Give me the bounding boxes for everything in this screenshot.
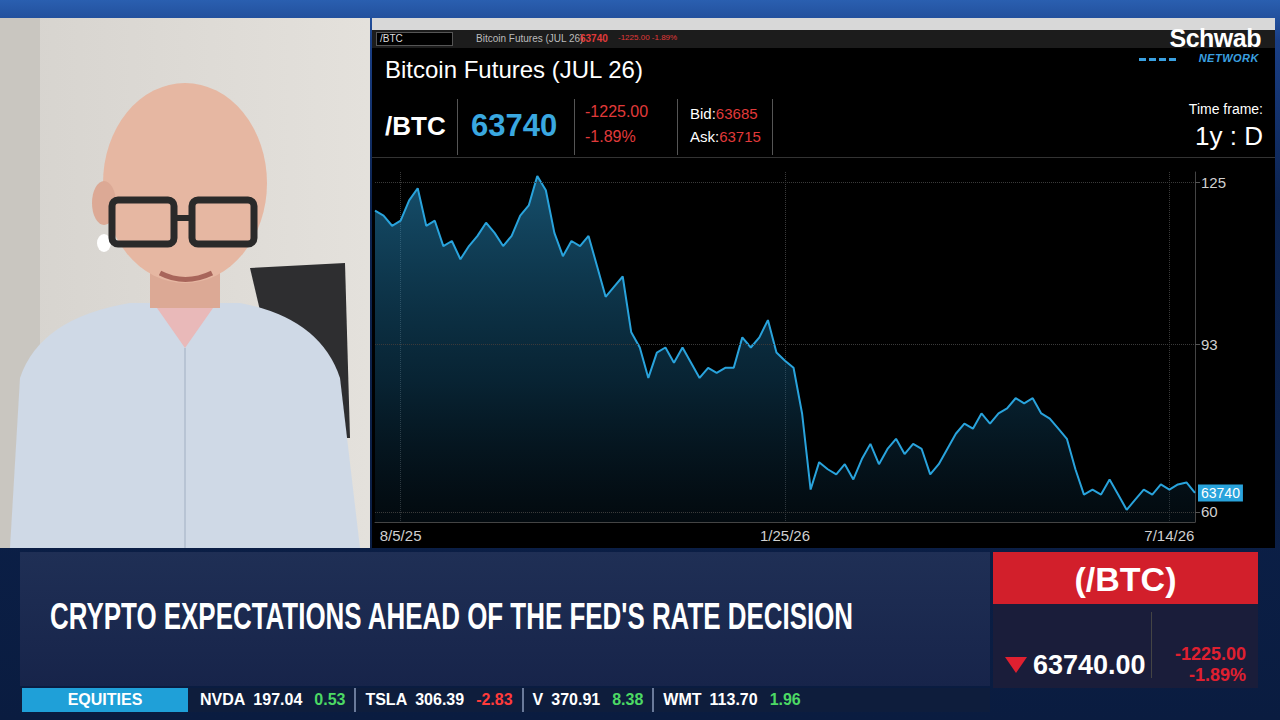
- svg-text:7/14/26: 7/14/26: [1144, 527, 1194, 544]
- html-text:370.91: 370.91: [551, 691, 601, 708]
- html-text:/BTC: /BTC: [385, 111, 446, 141]
- svg-text:60: 60: [1201, 503, 1218, 520]
- html-text:-1225.00 -1.89%: -1225.00 -1.89%: [618, 33, 678, 42]
- html-text:8.38: 8.38: [612, 691, 644, 708]
- html-text:197.04: 197.04: [253, 691, 303, 708]
- html-text:Ask: 63715: Ask: 63715: [690, 128, 761, 145]
- html-text:-1.89%: -1.89%: [1189, 665, 1246, 685]
- svg-text:1/25/26: 1/25/26: [760, 527, 810, 544]
- html-text:1.96: 1.96: [769, 691, 801, 708]
- html-text:Bitcoin Futures (JUL 26): Bitcoin Futures (JUL 26): [385, 56, 643, 83]
- html-text:WMT: WMT: [663, 691, 702, 708]
- html-text:306.39: 306.39: [415, 691, 465, 708]
- html-text:0.53: 0.53: [314, 691, 346, 708]
- html-text:63740: 63740: [471, 108, 558, 143]
- svg-text:63740: 63740: [1201, 485, 1240, 501]
- html-text:-1225.00: -1225.00: [1174, 644, 1246, 664]
- html-text:63740.00: 63740.00: [1033, 650, 1146, 680]
- html-text:Schwab: Schwab: [1169, 24, 1261, 52]
- html-text:113.70: 113.70: [709, 691, 758, 708]
- html-text:EQUITIES: EQUITIES: [67, 691, 143, 708]
- html-text:/BTC: /BTC: [380, 33, 403, 44]
- html-text:V: V: [532, 691, 544, 708]
- html-text:(/BTC): (/BTC): [1074, 560, 1177, 598]
- svg-text:8/5/25: 8/5/25: [380, 527, 422, 544]
- html-text:NETWORK: NETWORK: [1198, 52, 1259, 64]
- html-text:-1.89%: -1.89%: [585, 128, 636, 145]
- svg-text:125: 125: [1201, 174, 1226, 191]
- svg-text:93: 93: [1201, 336, 1218, 353]
- html-text:63740: 63740: [580, 33, 608, 44]
- html-text:CRYPTO EXPECTATIONS AHEAD OF T: CRYPTO EXPECTATIONS AHEAD OF THE FED'S R…: [50, 596, 853, 637]
- html-text:TSLA: TSLA: [365, 691, 408, 708]
- html-text:Bid: 63685: Bid: 63685: [690, 105, 758, 122]
- html-text:-1225.00: -1225.00: [585, 103, 649, 120]
- html-text:Time frame:: Time frame:: [1188, 101, 1263, 117]
- html-text:-2.83: -2.83: [476, 691, 513, 708]
- html-text:Bitcoin Futures (JUL 26): Bitcoin Futures (JUL 26): [476, 33, 584, 44]
- html-text:1y : D: 1y : D: [1195, 121, 1263, 151]
- html-text:NVDA: NVDA: [200, 691, 246, 708]
